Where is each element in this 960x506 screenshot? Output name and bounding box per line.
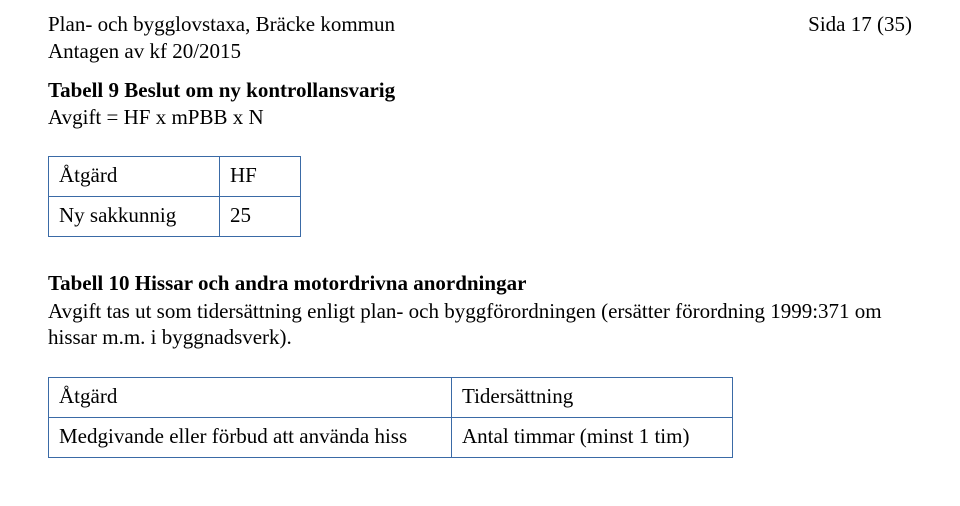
table-header-cell: HF [220,157,301,197]
table-cell: Antal timmar (minst 1 tim) [452,417,733,457]
page-root: Plan- och bygglovstaxa, Bräcke kommun Si… [0,0,960,458]
adopted-by: Antagen av kf 20/2015 [48,39,912,64]
table-cell: Medgivande eller förbud att använda hiss [49,417,452,457]
table-row: Åtgärd HF [49,157,301,197]
table-header-cell: Åtgärd [49,157,220,197]
table-cell: Ny sakkunnig [49,197,220,237]
header-row: Plan- och bygglovstaxa, Bräcke kommun Si… [48,12,912,37]
table-row: Ny sakkunnig 25 [49,197,301,237]
table-row: Medgivande eller förbud att använda hiss… [49,417,733,457]
formula-text: Avgift = HF x mPBB x N [48,105,912,130]
table-header-cell: Åtgärd [49,377,452,417]
table-9: Åtgärd HF Ny sakkunnig 25 [48,156,301,237]
table-row: Åtgärd Tidersättning [49,377,733,417]
doc-title: Plan- och bygglovstaxa, Bräcke kommun [48,12,395,37]
body-text: Avgift tas ut som tidersättning enligt p… [48,298,912,351]
section-heading-table10: Tabell 10 Hissar och andra motordrivna a… [48,271,912,296]
table-cell: 25 [220,197,301,237]
table-10: Åtgärd Tidersättning Medgivande eller fö… [48,377,733,458]
table-header-cell: Tidersättning [452,377,733,417]
page-indicator: Sida 17 (35) [808,12,912,37]
section-heading-table9: Tabell 9 Beslut om ny kontrollansvarig [48,78,912,103]
